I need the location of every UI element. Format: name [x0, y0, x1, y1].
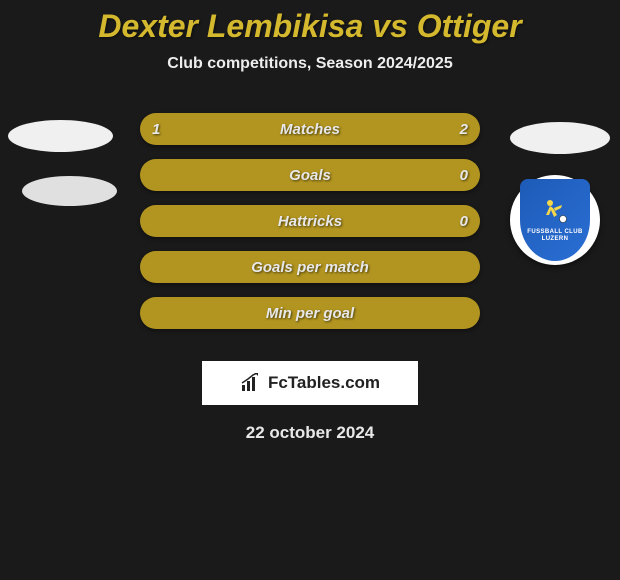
- stat-label: Goals: [289, 167, 331, 184]
- subtitle: Club competitions, Season 2024/2025: [0, 55, 620, 73]
- stat-row: Hattricks 0: [0, 205, 620, 251]
- stat-row: 1 Matches 2: [0, 113, 620, 159]
- stat-value-right: 0: [460, 167, 468, 184]
- stat-bar: Hattricks 0: [140, 205, 480, 237]
- stat-bar: Min per goal: [140, 297, 480, 329]
- stat-bar: Goals per match: [140, 251, 480, 283]
- bar-chart-icon: [240, 373, 262, 393]
- stat-label: Hattricks: [278, 213, 342, 230]
- fctables-logo-text: FcTables.com: [268, 373, 380, 393]
- stat-value-right: 2: [460, 121, 468, 138]
- stats-bars: 1 Matches 2 Goals 0 Hattricks 0 Goals pe…: [0, 113, 620, 343]
- stat-value-left: 1: [152, 121, 160, 138]
- stat-row: Min per goal: [0, 297, 620, 343]
- fctables-logo: FcTables.com: [202, 361, 418, 405]
- date-text: 22 october 2024: [0, 423, 620, 443]
- stat-label: Goals per match: [251, 259, 369, 276]
- stat-value-right: 0: [460, 213, 468, 230]
- page-title: Dexter Lembikisa vs Ottiger: [0, 0, 620, 45]
- stat-bar: Goals 0: [140, 159, 480, 191]
- stat-row: Goals per match: [0, 251, 620, 297]
- stat-label: Matches: [280, 121, 340, 138]
- stat-bar: 1 Matches 2: [140, 113, 480, 145]
- stat-row: Goals 0: [0, 159, 620, 205]
- stat-label: Min per goal: [266, 305, 354, 322]
